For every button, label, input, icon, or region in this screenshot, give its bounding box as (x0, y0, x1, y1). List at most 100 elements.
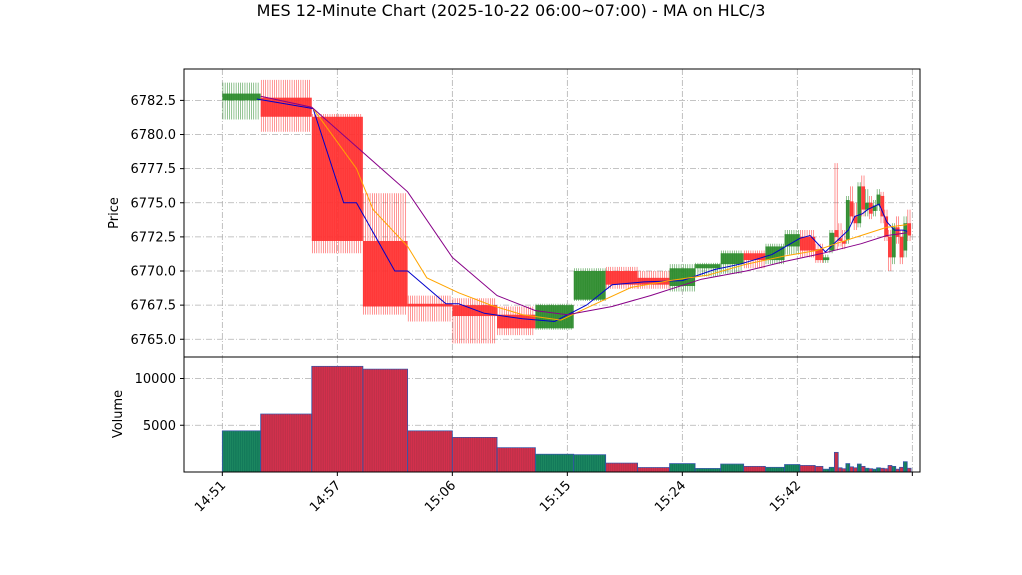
candle-body (311, 116, 363, 241)
candle-body (888, 236, 892, 258)
candle (845, 195, 850, 244)
candle (853, 202, 858, 231)
volume-bar-body (887, 465, 893, 473)
volume-bar (573, 454, 607, 473)
volume-bar-body (362, 368, 409, 473)
volume-tick-label: 10000 (135, 372, 176, 387)
price-tick-label: 6777.5 (131, 162, 177, 177)
candle (849, 186, 854, 224)
volume-bar (799, 465, 816, 473)
volume-bar-body (879, 467, 885, 473)
volume-bar-body (899, 466, 904, 473)
volume-bar (891, 465, 897, 473)
chart-title: MES 12-Minute Chart (2025-10-22 06:00~07… (257, 1, 766, 20)
volume-bar (899, 466, 904, 473)
price-tick-label: 6780.0 (131, 128, 177, 143)
volume-bar-body (837, 467, 843, 473)
volume-bar-body (876, 467, 881, 473)
volume-bars (221, 365, 912, 473)
time-tick-label: 14:51 (192, 478, 229, 515)
candle-body (884, 216, 889, 237)
candle-body (907, 223, 912, 236)
candle (637, 271, 670, 289)
candle-body (849, 201, 854, 217)
volume-bar-body (902, 461, 908, 473)
volume-bar (407, 430, 453, 473)
candle (799, 230, 816, 258)
volume-panel-frame (183, 356, 921, 473)
volume-bar-body (451, 437, 498, 473)
volume-bar-body (799, 465, 816, 473)
candle-body (872, 205, 877, 211)
volume-axis-label: Volume (111, 390, 126, 438)
time-tick-label: 15:06 (422, 478, 459, 515)
volume-bar (860, 465, 866, 473)
candle (861, 175, 866, 217)
candle-body (743, 253, 766, 261)
volume-bar (856, 463, 862, 473)
candle (765, 243, 785, 265)
volume-bar (864, 467, 870, 473)
candle (452, 298, 498, 344)
candle (903, 216, 908, 258)
price-tick-label: 6772.5 (131, 230, 177, 245)
price-axis: 6765.0 6767.5 6770.0 6772.5 6775.0 6777.5 6780… (131, 94, 184, 348)
candle (834, 163, 839, 251)
candle-body (861, 186, 866, 210)
candle (872, 200, 877, 217)
candle-body (829, 232, 835, 251)
volume-bar (605, 462, 639, 473)
candle-body (669, 268, 696, 287)
candle-body (895, 227, 900, 237)
volume-bar (669, 463, 696, 473)
volume-bar-body (784, 464, 801, 473)
volume-bar-body (743, 465, 766, 473)
volume-bar (876, 467, 881, 473)
time-axis: 14:51 14:57 15:06 15:15 15:24 15:42 (192, 472, 913, 515)
candle-body (834, 230, 839, 237)
candle-body (407, 303, 453, 307)
candle-body (573, 271, 606, 300)
candle-body (497, 314, 536, 329)
candle-body (222, 93, 261, 101)
price-tick-label: 6782.5 (131, 94, 177, 109)
price-tick-label: 6765.0 (131, 333, 177, 348)
candle (222, 82, 261, 120)
candle (829, 230, 835, 254)
time-tick-label: 15:42 (767, 478, 804, 515)
candle-body (784, 234, 800, 247)
candle (605, 266, 638, 289)
volume-bar (451, 437, 498, 473)
candle (573, 268, 606, 302)
candle-body (853, 216, 858, 224)
price-tick-label: 6775.0 (131, 196, 177, 211)
candle (865, 189, 869, 217)
candle (362, 193, 408, 315)
candle-body (842, 240, 846, 244)
volume-bar (784, 464, 801, 473)
moving-average-lines (256, 95, 908, 323)
price-axis-label: Price (107, 197, 122, 229)
candle (784, 230, 800, 255)
volume-bar-body (828, 466, 835, 473)
candle (407, 295, 453, 322)
volume-bar-body (849, 466, 854, 473)
candle-body (876, 194, 881, 206)
candle-body (903, 223, 908, 251)
volume-bar (637, 467, 670, 473)
volume-bar (743, 465, 766, 473)
volume-axis: 5000 10000 (135, 372, 184, 434)
price-tick-label: 6767.5 (131, 299, 177, 314)
volume-bar (764, 466, 785, 473)
volume-bar (879, 467, 885, 473)
candle (876, 189, 881, 211)
candle (888, 230, 892, 272)
candle-body (799, 236, 816, 251)
volume-bar-body (856, 463, 862, 473)
volume-bar (853, 467, 858, 473)
candle-body (720, 253, 744, 265)
candle (535, 303, 574, 330)
volume-bar (260, 413, 313, 473)
volume-bar-body (845, 463, 851, 473)
